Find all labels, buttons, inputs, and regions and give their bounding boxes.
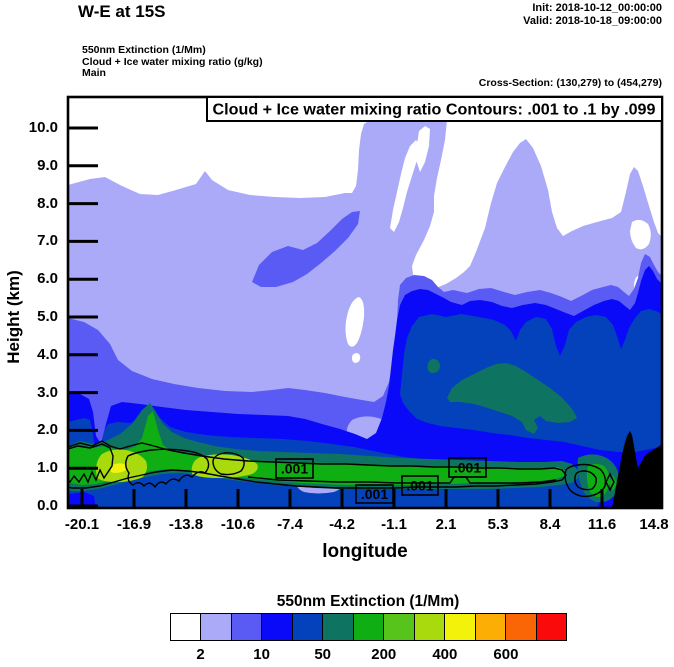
- region-white-gap-left: [390, 140, 420, 232]
- run-times: Init: 2018-10-12_00:00:00 Valid: 2018-10…: [523, 2, 662, 28]
- region-ext-50-midlevel-dot: [427, 358, 440, 373]
- x-tick-label: -7.4: [277, 516, 303, 533]
- region-ext-50-midlevel-blob: [447, 363, 577, 434]
- y-tick-label: 4.0: [37, 345, 58, 363]
- region-ext-5-blob-upper: [252, 211, 360, 287]
- colorbar-cell: [536, 614, 567, 640]
- y-tick-label: 6.0: [37, 270, 58, 288]
- y-tick-label: 8.0: [37, 194, 58, 212]
- colorbar-cell: [171, 614, 202, 640]
- colorbar-tick-label: 600: [493, 646, 519, 663]
- contour-label-box: [355, 484, 394, 504]
- plot-title: Cloud + Ice water mixing ratio Contours:…: [213, 102, 656, 119]
- colorbar-title: 550nm Extinction (1/Mm): [276, 593, 460, 610]
- colorbar-tick-label: 400: [432, 646, 458, 663]
- contour-line: [605, 472, 615, 492]
- region-ext-400-spot-left: [110, 463, 128, 473]
- cross-section-info: Cross-Section: (130,279) to (454,279): [478, 77, 662, 89]
- colorbar-cell: [506, 614, 537, 640]
- contour-label-text: .001: [281, 461, 308, 477]
- region-terrain: [612, 431, 662, 508]
- x-tick-label: -13.8: [168, 516, 204, 533]
- region-white-channel: [416, 126, 430, 172]
- contour-line: [212, 452, 245, 476]
- field-extinction: 550nm Extinction (1/Mm): [82, 44, 206, 56]
- colorbar-cell: [445, 614, 476, 640]
- colorbar-cell: [201, 614, 232, 640]
- colorbar: [170, 613, 567, 641]
- x-tick-label: -16.9: [116, 516, 152, 533]
- y-tick-label: 2.0: [37, 421, 58, 439]
- y-tick-label: 0.0: [37, 497, 58, 514]
- colorbar-cell: [231, 614, 263, 640]
- colorbar-cell: [475, 614, 507, 640]
- x-tick-label: 11.6: [587, 516, 617, 533]
- field-mixing-ratio: Cloud + Ice water mixing ratio (g/kg): [82, 55, 263, 68]
- field-regions: [68, 97, 662, 508]
- colorbar-tick-label: 2: [196, 646, 205, 663]
- contour-lines: [68, 440, 615, 498]
- colorbar-cell: [353, 614, 385, 640]
- x-tick-label: -10.6: [220, 516, 256, 533]
- colorbar-cell: [292, 614, 324, 640]
- contour-labels: .001 .001 .001 .001: [275, 457, 487, 504]
- contour-line: [125, 448, 210, 489]
- contour-label-text: .001: [406, 478, 433, 494]
- y-tick-label: 7.0: [37, 232, 58, 250]
- contour-label-text: .001: [454, 460, 481, 476]
- axis-tick-marks: [69, 126, 656, 508]
- field-list: 550nm Extinction (1/Mm) Cloud + Ice wate…: [82, 44, 263, 80]
- contour-line: [68, 440, 567, 489]
- y-tick-label: 3.0: [37, 383, 58, 401]
- x-axis-title: longitude: [322, 541, 408, 562]
- colorbar-tick-label: 10: [253, 646, 270, 663]
- y-tick-label: 10.0: [28, 119, 58, 136]
- region-white-sliver-right: [630, 219, 651, 250]
- colorbar-cell: [414, 614, 446, 640]
- contour-label-box: [401, 475, 439, 496]
- x-tick-label: 14.8: [639, 516, 669, 533]
- contour-label-box: [448, 457, 487, 478]
- valid-time: Valid: 2018-10-18_09:00:00: [523, 15, 662, 27]
- contour-line: [564, 463, 607, 498]
- page-title: W-E at 15S: [78, 2, 166, 21]
- contour-line: [574, 470, 597, 491]
- init-time: Init: 2018-10-12_00:00:00: [532, 2, 662, 14]
- x-tick-label: -20.1: [64, 516, 100, 533]
- plot-title-box: [206, 96, 663, 122]
- x-tick-label: -1.1: [381, 516, 407, 533]
- y-tick-label: 5.0: [37, 308, 58, 325]
- x-tick-label: 5.3: [487, 516, 509, 533]
- field-grid: Main: [82, 67, 106, 79]
- colorbar-tick-label: 200: [371, 646, 397, 663]
- x-tick-label: 2.1: [435, 516, 457, 533]
- x-tick-label: 8.4: [539, 516, 561, 533]
- y-tick-label: 9.0: [37, 156, 58, 174]
- contour-label-text: .001: [361, 486, 388, 502]
- contour-line: [68, 443, 114, 484]
- x-tick-label: -4.2: [329, 516, 355, 533]
- region-white-oval-midlevel: [345, 297, 365, 347]
- colorbar-cell: [323, 614, 354, 640]
- colorbar-cell: [384, 614, 415, 640]
- colorbar-tick-label: 50: [314, 646, 332, 663]
- contour-label-box: [275, 458, 314, 479]
- colorbar-cell: [262, 614, 293, 640]
- contour-line: [247, 476, 557, 484]
- region-white-dot-midlevel: [352, 353, 361, 363]
- y-tick-label: 1.0: [37, 459, 58, 477]
